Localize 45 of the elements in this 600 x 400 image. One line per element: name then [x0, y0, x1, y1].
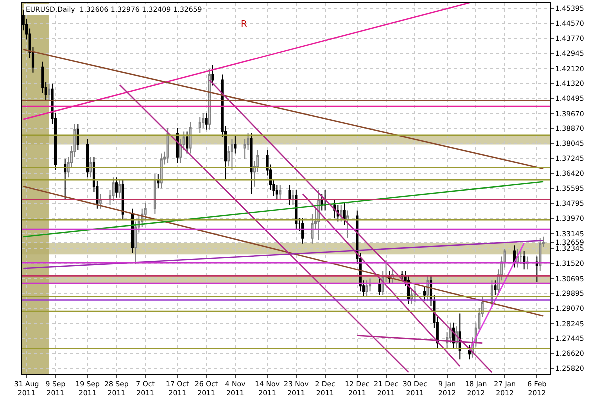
candlestick [230, 138, 234, 171]
candlestick [160, 153, 163, 190]
candlestick [292, 190, 295, 206]
candlestick [112, 177, 115, 202]
candlestick [340, 204, 343, 222]
candlestick [250, 133, 253, 195]
candlestick [424, 286, 426, 302]
candlestick [539, 238, 542, 272]
candlestick [64, 158, 67, 200]
candlestick [198, 116, 202, 134]
annotation: R [241, 20, 248, 30]
candlestick [536, 256, 538, 283]
candlestick [154, 173, 156, 215]
candlestick [279, 184, 282, 200]
candlestick [302, 218, 304, 244]
candlestick [131, 208, 134, 254]
candlestick [513, 245, 516, 268]
candlestick [86, 138, 90, 178]
candlestick [378, 278, 382, 296]
candlestick [48, 83, 51, 101]
candlestick [523, 250, 526, 270]
candlestick [276, 184, 278, 200]
candlestick [343, 202, 346, 226]
candlestick [186, 131, 189, 154]
candlestick [468, 344, 472, 360]
candlestick [212, 65, 214, 86]
candlestick [118, 178, 122, 198]
candlestick [157, 173, 160, 190]
candlestick [166, 128, 170, 164]
candlestick [189, 122, 192, 154]
candlestick [208, 68, 212, 130]
candlestick [115, 177, 118, 198]
candlestick [288, 184, 292, 206]
candlestick [205, 112, 208, 130]
candlestick [76, 124, 80, 151]
candlestick [520, 248, 522, 265]
candlestick [346, 210, 350, 239]
candlestick [90, 156, 92, 178]
candlestick [99, 194, 102, 210]
candlestick [368, 278, 372, 292]
candlestick [366, 280, 368, 298]
candlestick [449, 322, 452, 344]
candlestick [234, 134, 237, 154]
candlestick [494, 280, 497, 296]
candlestick [122, 178, 124, 220]
